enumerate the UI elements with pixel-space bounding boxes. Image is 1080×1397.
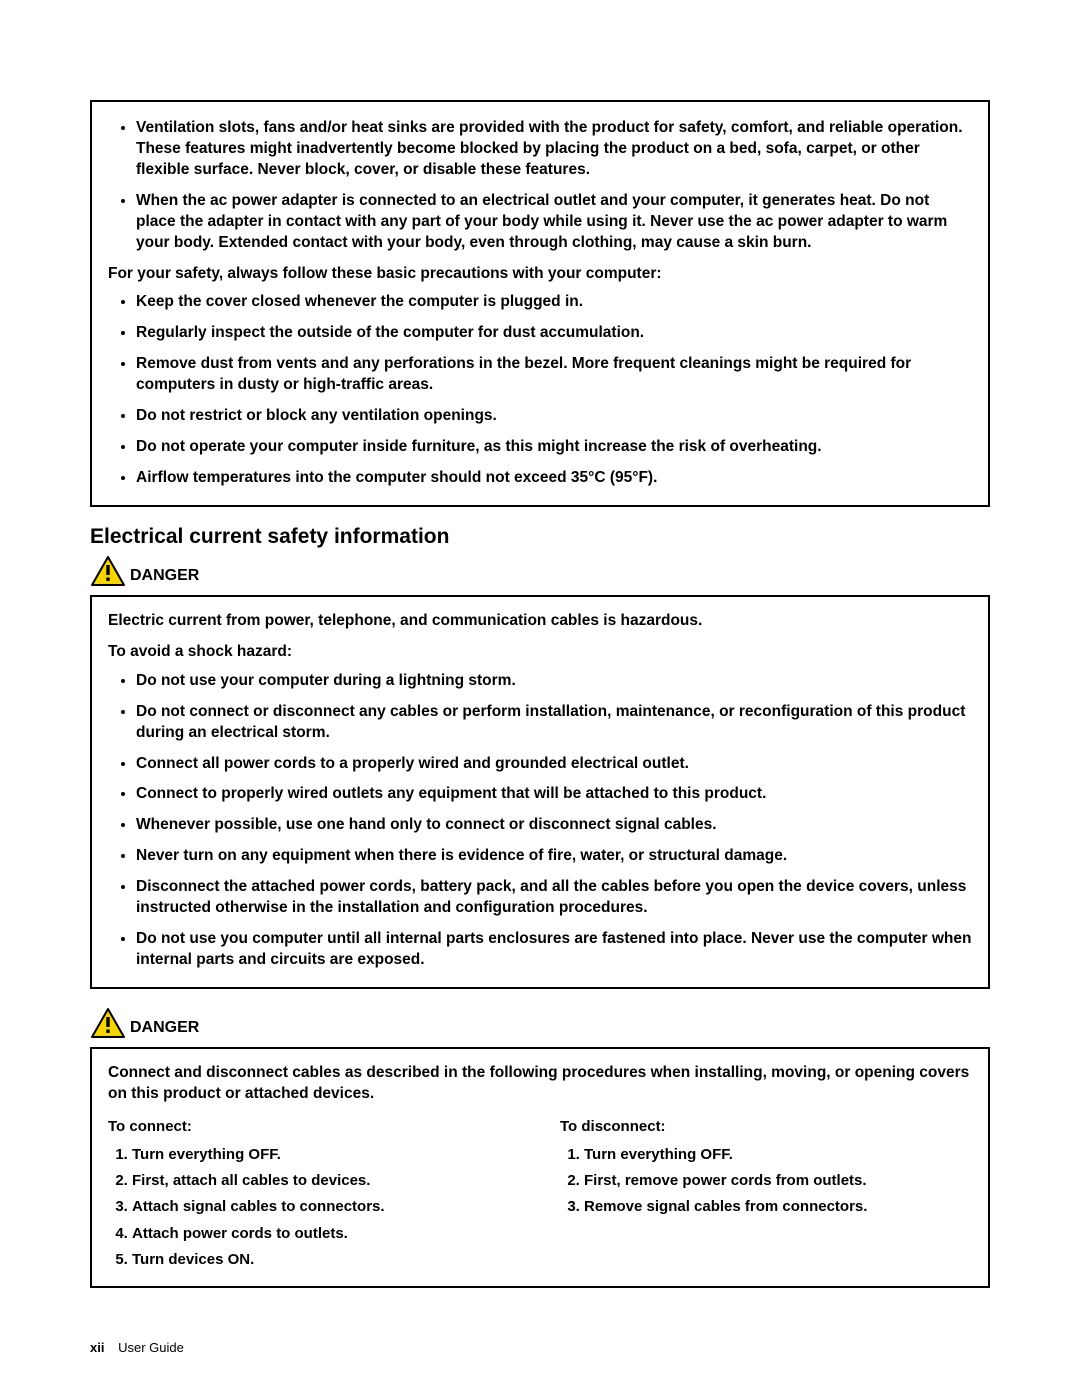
safety-box-electrical: Electric current from power, telephone, …: [90, 595, 990, 989]
connect-heading: To connect:: [108, 1117, 520, 1137]
section-heading: Electrical current safety information: [90, 525, 990, 549]
precaution-intro: For your safety, always follow these bas…: [108, 264, 972, 285]
electrical-lead: Electric current from power, telephone, …: [108, 611, 972, 632]
step-item: Turn everything OFF.: [132, 1145, 520, 1165]
bullet-item: Do not operate your computer inside furn…: [136, 437, 972, 458]
step-item: Remove signal cables from connectors.: [584, 1197, 972, 1217]
bullet-item: Do not connect or disconnect any cables …: [136, 702, 972, 744]
bullet-item: Regularly inspect the outside of the com…: [136, 323, 972, 344]
connect-column: To connect: Turn everything OFF. First, …: [108, 1117, 520, 1273]
danger-label: DANGER: [130, 1019, 199, 1039]
disconnect-steps: Turn everything OFF. First, remove power…: [560, 1145, 972, 1218]
bullet-item: Keep the cover closed whenever the compu…: [136, 292, 972, 313]
bullet-item: Do not use your computer during a lightn…: [136, 671, 972, 692]
connect-lead: Connect and disconnect cables as describ…: [108, 1063, 972, 1105]
step-item: Turn devices ON.: [132, 1250, 520, 1270]
bullet-item: Do not use you computer until all intern…: [136, 929, 972, 971]
danger-label-row: DANGER: [90, 1007, 990, 1039]
shock-list: Do not use your computer during a lightn…: [108, 671, 972, 971]
step-item: Attach power cords to outlets.: [132, 1224, 520, 1244]
danger-label-row: DANGER: [90, 555, 990, 587]
bullet-item: Airflow temperatures into the computer s…: [136, 468, 972, 489]
precaution-list: Keep the cover closed whenever the compu…: [108, 292, 972, 488]
step-item: First, remove power cords from outlets.: [584, 1171, 972, 1191]
disconnect-column: To disconnect: Turn everything OFF. Firs…: [560, 1117, 972, 1273]
top-bullet-list: Ventilation slots, fans and/or heat sink…: [108, 118, 972, 254]
bullet-item: Ventilation slots, fans and/or heat sink…: [136, 118, 972, 181]
bullet-item: Disconnect the attached power cords, bat…: [136, 877, 972, 919]
danger-label: DANGER: [130, 567, 199, 587]
connect-disconnect-columns: To connect: Turn everything OFF. First, …: [108, 1117, 972, 1273]
bullet-item: Connect to properly wired outlets any eq…: [136, 784, 972, 805]
page-footer: xii User Guide: [90, 1340, 184, 1355]
safety-box-ventilation: Ventilation slots, fans and/or heat sink…: [90, 100, 990, 507]
step-item: First, attach all cables to devices.: [132, 1171, 520, 1191]
step-item: Attach signal cables to connectors.: [132, 1197, 520, 1217]
connect-steps: Turn everything OFF. First, attach all c…: [108, 1145, 520, 1270]
page-content: Ventilation slots, fans and/or heat sink…: [90, 100, 990, 1306]
footer-title: User Guide: [118, 1340, 184, 1355]
bullet-item: When the ac power adapter is connected t…: [136, 191, 972, 254]
step-item: Turn everything OFF.: [584, 1145, 972, 1165]
bullet-item: Never turn on any equipment when there i…: [136, 846, 972, 867]
bullet-item: Whenever possible, use one hand only to …: [136, 815, 972, 836]
bullet-item: Connect all power cords to a properly wi…: [136, 754, 972, 775]
safety-box-connect-disconnect: Connect and disconnect cables as describ…: [90, 1047, 990, 1288]
bullet-item: Do not restrict or block any ventilation…: [136, 406, 972, 427]
disconnect-heading: To disconnect:: [560, 1117, 972, 1137]
warning-triangle-icon: [90, 1007, 126, 1039]
warning-triangle-icon: [90, 555, 126, 587]
bullet-item: Remove dust from vents and any perforati…: [136, 354, 972, 396]
page-number: xii: [90, 1340, 104, 1355]
shock-intro: To avoid a shock hazard:: [108, 642, 972, 663]
